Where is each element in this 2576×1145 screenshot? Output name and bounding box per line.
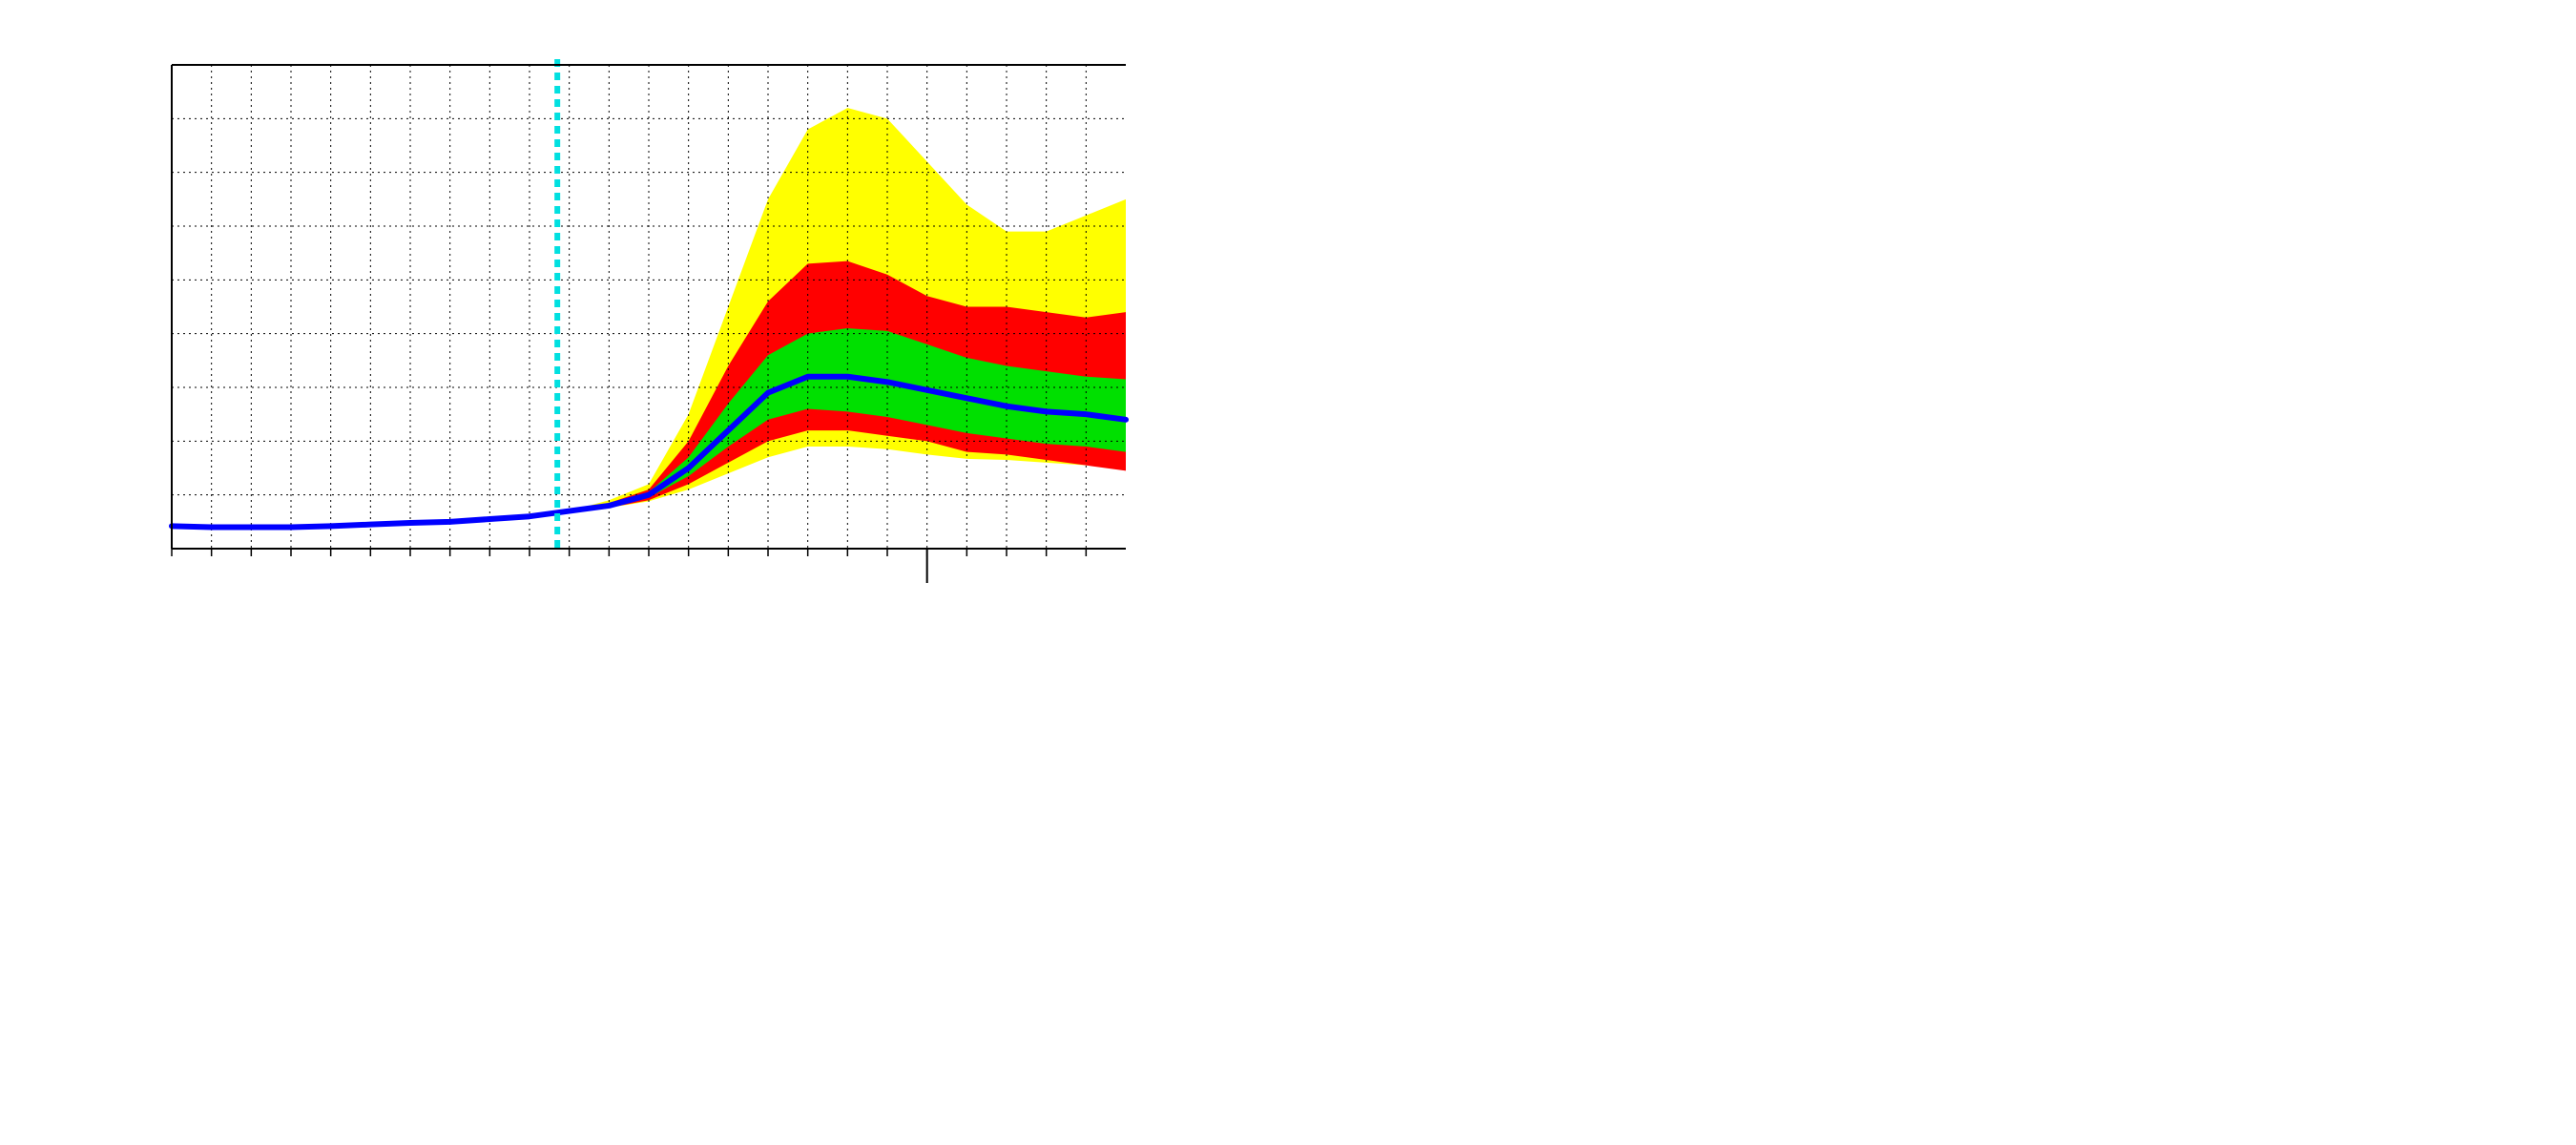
outflow-forecast-chart bbox=[0, 0, 1431, 636]
